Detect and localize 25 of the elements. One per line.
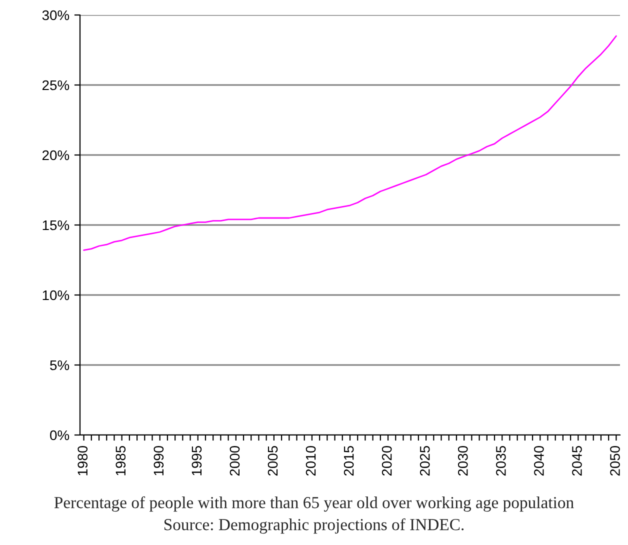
x-tick-label: 2030 xyxy=(458,446,468,476)
x-tick-label: 1985 xyxy=(116,446,126,476)
text: Percentage of people with more than 65 year old over working age population xyxy=(54,496,574,512)
x-tick-label: 2040 xyxy=(534,446,544,476)
source-note: Source: Demographic projections of INDEC. xyxy=(164,518,464,534)
x-tick-label: 1980 xyxy=(78,446,88,476)
x-tick-label: 1990 xyxy=(154,446,164,476)
y-tick-label: 5% xyxy=(50,360,70,370)
x-tick-label: 2020 xyxy=(382,446,392,476)
y-tick-label: 15% xyxy=(42,220,70,230)
y-tick-label: 30% xyxy=(42,10,70,20)
y-tick-label: 10% xyxy=(42,290,70,300)
x-tick-label: 2010 xyxy=(306,446,316,476)
x-tick-label: 2045 xyxy=(572,446,582,476)
x-tick-label: 2015 xyxy=(344,446,354,476)
y-tick-label: 0% xyxy=(50,430,70,440)
x-tick-label: 2050 xyxy=(610,446,620,476)
line-series xyxy=(83,35,617,251)
x-tick-label: 2035 xyxy=(496,446,506,476)
x-tick-label: 2005 xyxy=(268,446,278,476)
x-tick-label: 1995 xyxy=(192,446,202,476)
x-tick-label: 2025 xyxy=(420,446,430,476)
x-tick-label: 2000 xyxy=(230,446,240,476)
y-tick-label: 20% xyxy=(42,150,70,160)
y-tick-label: 25% xyxy=(42,80,70,90)
